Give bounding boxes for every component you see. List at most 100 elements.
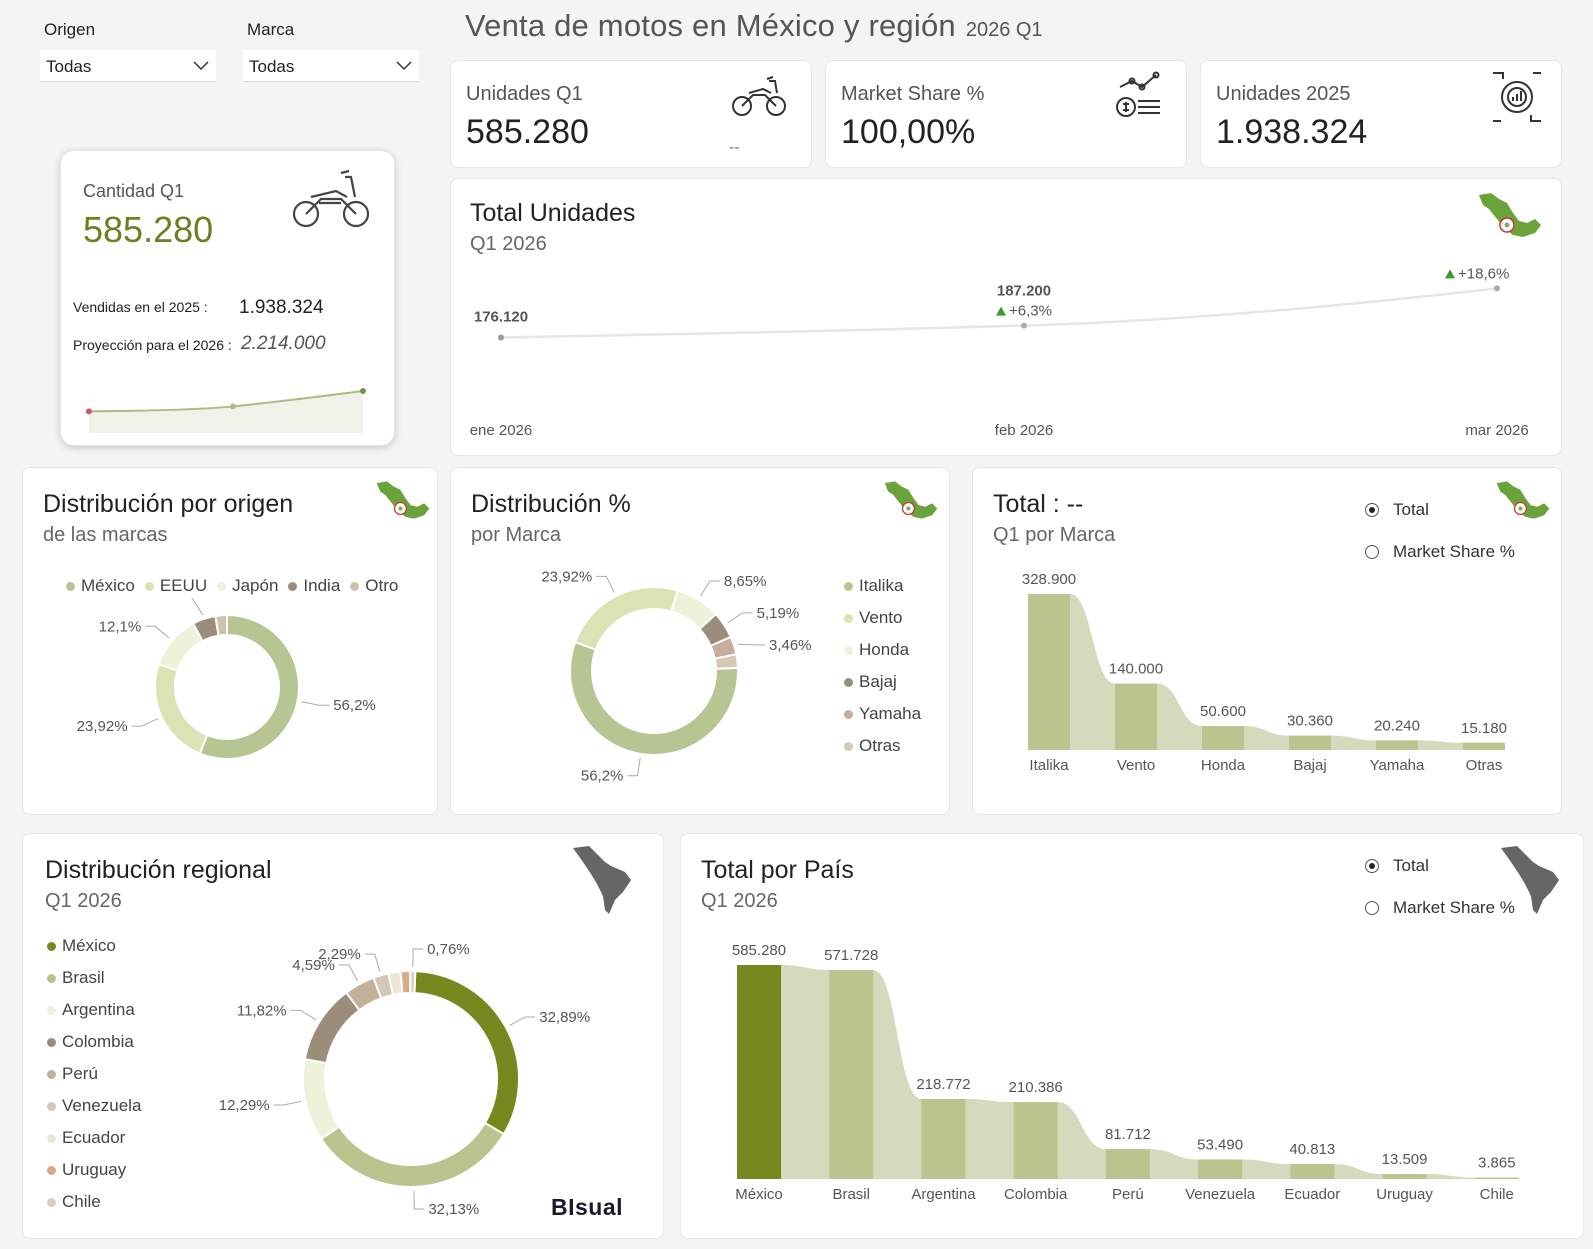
legend-marker — [288, 581, 298, 591]
legend-label: Otras — [859, 736, 901, 755]
radio-market-share[interactable]: Market Share % — [1365, 542, 1515, 562]
slice-label: 32,89% — [539, 1009, 590, 1026]
x-tick-label: Otras — [1466, 757, 1503, 774]
leader-line — [509, 1016, 536, 1026]
legend-marker — [844, 677, 853, 687]
kpi-label: Unidades 2025 — [1216, 83, 1351, 105]
donut-slice-brasil — [319, 1121, 506, 1188]
x-tick-label: Perú — [1112, 1186, 1144, 1203]
slice-label: 56,2% — [581, 768, 624, 785]
value-label: 585.280 — [732, 942, 786, 959]
change-label: +18,6% — [1458, 265, 1509, 282]
legend-item: Vento — [844, 608, 921, 628]
radio-button-selected[interactable] — [1365, 859, 1379, 873]
marca-dropdown[interactable]: Todas — [243, 50, 419, 82]
bar-argentina — [921, 1099, 966, 1179]
radio-label: Total — [1393, 500, 1429, 519]
units-line-chart: 176.120 ene 2026 187.200 +6,3% feb 2026 221.9… — [470, 259, 1529, 439]
slice-label: 8,65% — [724, 573, 767, 590]
donut-slice-argentina — [302, 1057, 341, 1141]
increase-arrow-icon — [1445, 269, 1455, 279]
donut-slice-italika — [569, 640, 739, 756]
card-title: Distribución % — [471, 490, 631, 518]
slice-label: 56,2% — [333, 697, 376, 714]
legend-marker — [47, 1101, 56, 1111]
slice-label: 5,19% — [120, 598, 163, 599]
leader-line — [131, 718, 159, 727]
radio-total[interactable]: Total — [1365, 856, 1429, 876]
card-subtitle: Q1 por Marca — [993, 524, 1116, 546]
legend-marker — [217, 581, 227, 591]
origen-dropdown[interactable]: Todas — [40, 50, 216, 82]
latin-america-map-icon — [573, 846, 631, 914]
leader-line — [727, 612, 753, 624]
leader-line — [737, 643, 765, 646]
radio-button[interactable] — [1365, 545, 1379, 559]
legend-item: Argentina — [47, 1000, 141, 1020]
leader-line — [413, 1190, 425, 1210]
bar-perú — [1105, 1149, 1150, 1179]
radio-total[interactable]: Total — [1365, 500, 1429, 520]
legend: México EEUU Japón India Otro — [66, 576, 398, 596]
sparkline-chart — [86, 388, 366, 433]
ribbon-area — [1028, 594, 1505, 750]
donut-slice-eeuu — [154, 662, 209, 755]
card-subtitle: Q1 2026 — [45, 890, 122, 912]
slice-label: 5,19% — [757, 605, 800, 622]
value-label: 140.000 — [1109, 661, 1163, 678]
origen-dropdown-value: Todas — [46, 57, 92, 76]
legend-item: Bajaj — [844, 672, 921, 692]
legend-marker — [350, 581, 360, 591]
legend-label: Yamaha — [859, 704, 922, 723]
radio-label: Total — [1393, 856, 1429, 875]
legend-item: Yamaha — [844, 704, 921, 724]
donut-slice-méxico — [198, 613, 300, 760]
radio-button[interactable] — [1365, 901, 1379, 915]
projection-label: Proyección para el 2026 : — [73, 337, 232, 353]
legend-marker — [47, 973, 56, 983]
data-label: 187.200 — [997, 283, 1051, 300]
legend-label: Uruguay — [62, 1160, 127, 1179]
mexico-map-icon — [884, 481, 938, 519]
summary-label: Cantidad Q1 — [83, 181, 185, 201]
dist-origen-card: Distribución por origen de las marcas Mé… — [22, 467, 438, 815]
legend-label: Brasil — [62, 968, 105, 987]
slice-label: 11,82% — [237, 1002, 287, 1019]
x-tick-label: Venezuela — [1185, 1186, 1256, 1203]
legend-item: Uruguay — [47, 1160, 141, 1180]
leader-line — [338, 964, 358, 981]
legend-label: Venezuela — [62, 1096, 142, 1115]
value-label: 81.712 — [1105, 1126, 1151, 1143]
sold-label: Vendidas en el 2025 : — [73, 299, 208, 315]
legend-label: Chile — [62, 1192, 101, 1211]
legend: Italika Vento Honda Bajaj Yamaha Otras — [844, 576, 921, 756]
legend-marker — [844, 709, 853, 719]
legend-item: Otro — [350, 576, 398, 596]
kpi-value: 1.938.324 — [1216, 113, 1368, 151]
legend-marker — [844, 613, 853, 623]
data-point — [1021, 322, 1027, 329]
legend-label: Vento — [859, 608, 903, 627]
value-label: 30.360 — [1287, 713, 1333, 730]
legend-label: México — [81, 576, 135, 595]
summary-card: Cantidad Q1 585.280 Vendidas en el 2025 … — [60, 150, 395, 446]
radio-button-selected[interactable] — [1365, 503, 1379, 517]
x-tick-label: Chile — [1480, 1186, 1514, 1203]
latin-america-map-icon — [1501, 846, 1559, 914]
card-title: Total : -- — [993, 490, 1084, 518]
kpi-card-units: Unidades Q1 585.280 -- — [450, 60, 812, 168]
dist-regional-card: Distribución regional Q1 2026 México Bras… — [22, 833, 664, 1239]
leader-line — [627, 757, 641, 777]
value-label: 15.180 — [1461, 720, 1507, 737]
radio-market-share[interactable]: Market Share % — [1365, 898, 1515, 918]
page-period: 2026 Q1 — [965, 19, 1043, 41]
legend-item: Ecuador — [47, 1128, 141, 1148]
increase-arrow-icon — [996, 306, 1006, 316]
legend-label: México — [62, 936, 116, 955]
marca-donut-chart: 56,2% 23,92% 8,65% 5,19% 3,46% — [541, 568, 811, 785]
legend-label: Ecuador — [62, 1128, 126, 1147]
leader-line — [145, 625, 170, 639]
x-tick-label: Bajaj — [1293, 757, 1326, 774]
marca-dropdown-value: Todas — [249, 57, 295, 76]
leader-line — [412, 948, 424, 968]
